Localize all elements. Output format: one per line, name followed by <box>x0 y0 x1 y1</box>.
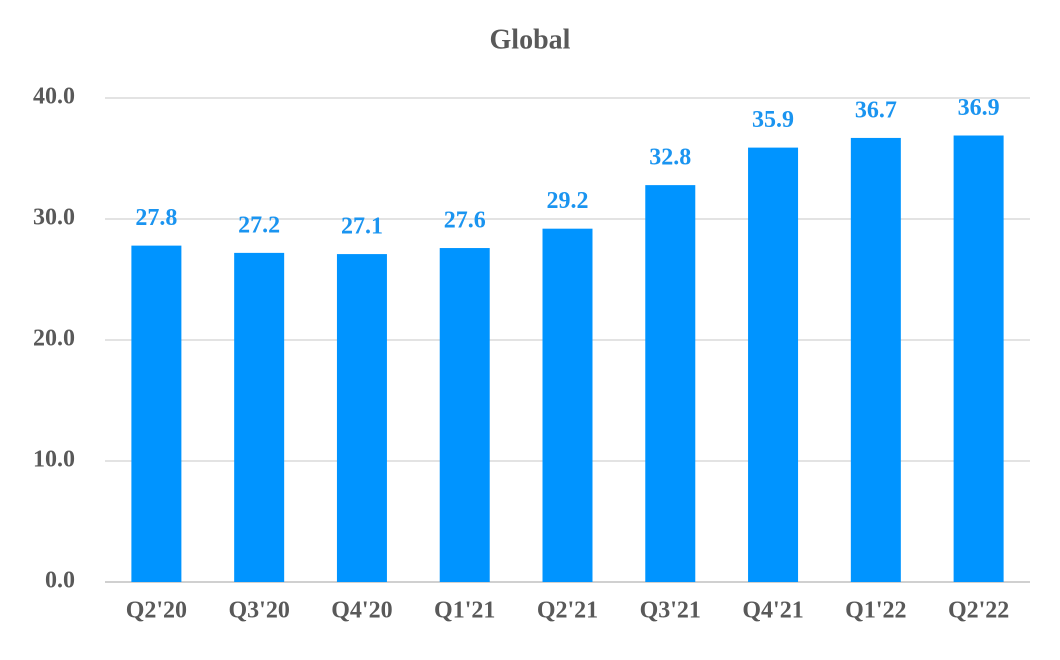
bar <box>131 245 182 582</box>
x-tick-label: Q3'20 <box>228 598 289 624</box>
x-tick-label: Q2'20 <box>126 598 187 624</box>
bar <box>542 228 593 582</box>
y-tick-label: 40.0 <box>33 84 75 110</box>
y-tick-label: 0.0 <box>45 568 75 594</box>
y-tick-label: 10.0 <box>33 447 75 473</box>
value-label: 29.2 <box>547 188 589 214</box>
value-label: 27.1 <box>341 214 383 240</box>
x-tick-label: Q2'22 <box>948 598 1009 624</box>
bar <box>234 252 285 582</box>
value-label: 27.6 <box>444 208 486 234</box>
y-tick-label: 20.0 <box>33 326 75 352</box>
x-tick-label: Q3'21 <box>640 598 701 624</box>
bar <box>850 137 901 582</box>
chart-title: Global <box>490 24 571 55</box>
value-label: 36.9 <box>958 95 1000 121</box>
x-tick-label: Q1'21 <box>434 598 495 624</box>
bar <box>953 135 1004 582</box>
bar <box>645 185 696 582</box>
value-label: 36.7 <box>855 97 897 123</box>
bar <box>336 254 387 582</box>
bar <box>439 248 490 583</box>
x-tick-label: Q2'21 <box>537 598 598 624</box>
x-tick-label: Q4'20 <box>331 598 392 624</box>
x-tick-label: Q1'22 <box>845 598 906 624</box>
value-label: 32.8 <box>649 145 691 171</box>
value-label: 35.9 <box>752 107 794 133</box>
bar <box>748 147 799 583</box>
y-tick-label: 30.0 <box>33 205 75 231</box>
value-label: 27.2 <box>238 212 280 238</box>
x-tick-label: Q4'21 <box>742 598 803 624</box>
value-label: 27.8 <box>135 205 177 231</box>
